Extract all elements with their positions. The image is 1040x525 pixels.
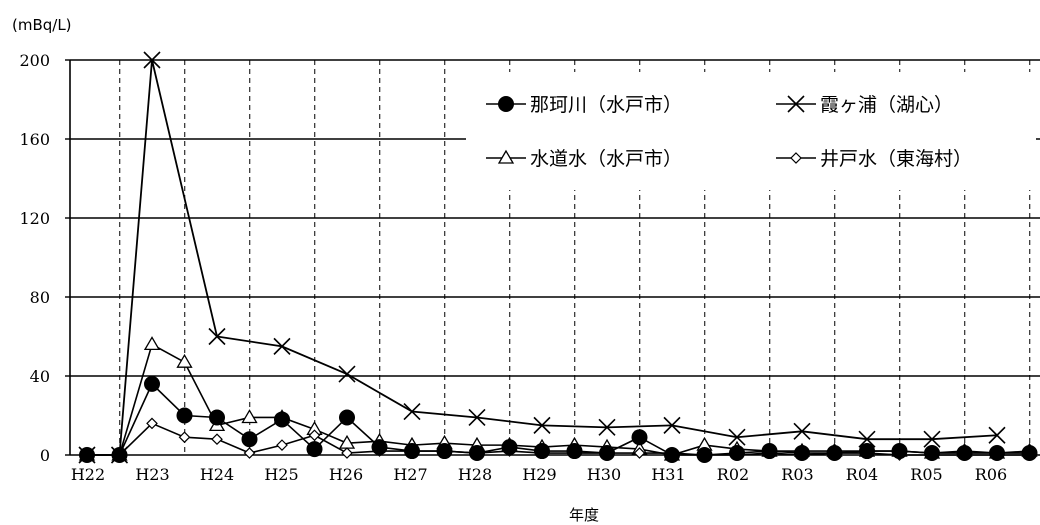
data-point	[436, 443, 453, 460]
x-tick-label: H27	[393, 465, 427, 484]
data-point	[79, 447, 95, 463]
data-point	[599, 445, 615, 462]
data-point	[146, 417, 158, 430]
x-tick-label: H29	[522, 465, 556, 484]
data-point	[338, 365, 356, 383]
data-point	[663, 416, 681, 434]
axes	[69, 60, 1040, 456]
legend-item: 那珂川（水戸市）	[486, 94, 682, 116]
legend-marker	[790, 152, 802, 164]
y-tick-label: 80	[30, 288, 50, 307]
data-point	[924, 445, 940, 462]
data-point	[534, 443, 550, 460]
data-point	[664, 447, 680, 463]
tick-labels: 0 40 80 120 160 200 H22 H23 H24 H25 H26 H27 H28 H29 H3…	[19, 51, 1007, 484]
x-tick-label: R05	[910, 465, 942, 484]
data-point	[989, 445, 1005, 462]
x-tick-label: H30	[587, 465, 621, 484]
x-tick-label: H22	[71, 465, 105, 484]
x-tick-label: R04	[846, 465, 878, 484]
data-point	[633, 447, 646, 459]
data-point	[728, 428, 746, 446]
y-axis-title: (mBq/L)	[12, 16, 72, 34]
legend-label: 井戸水（東海村）	[820, 148, 972, 170]
data-point	[274, 411, 290, 428]
data-point	[111, 447, 128, 463]
data-point	[144, 375, 160, 392]
data-point	[598, 418, 616, 436]
data-point	[241, 431, 258, 448]
data-point	[566, 443, 583, 460]
y-tick-label: 200	[19, 51, 50, 70]
data-point	[341, 447, 353, 459]
data-point	[243, 447, 256, 459]
data-point	[208, 327, 226, 346]
legend-marker	[787, 95, 805, 113]
data-point	[241, 409, 258, 424]
data-point	[404, 443, 420, 460]
data-point	[308, 429, 321, 442]
data-point	[403, 402, 421, 421]
legend-label: 霞ヶ浦（湖心）	[820, 94, 953, 116]
data-point	[469, 445, 485, 462]
data-point	[273, 337, 291, 355]
data-point	[178, 431, 191, 444]
data-point	[176, 353, 193, 368]
data-point	[794, 445, 810, 462]
x-tick-label: H25	[264, 465, 298, 484]
data-point	[468, 408, 486, 427]
legend-label: 那珂川（水戸市）	[530, 94, 682, 116]
legend-item: 霞ヶ浦（湖心）	[776, 94, 953, 116]
y-tick-label: 0	[40, 446, 50, 465]
data-point	[696, 447, 713, 463]
data-point	[956, 445, 973, 462]
data-point	[631, 429, 648, 446]
x-tick-label: H31	[651, 465, 685, 484]
data-point	[306, 441, 323, 458]
x-tick-label: H28	[458, 465, 492, 484]
x-tick-label: R06	[975, 465, 1007, 484]
legend-item: 井戸水（東海村）	[776, 148, 972, 170]
series-layer	[78, 51, 1038, 464]
series-2	[78, 51, 1006, 464]
legend: 那珂川（水戸市） 霞ヶ浦（湖心） 水道水（水戸市） 井戸水（東海村）	[466, 72, 1036, 190]
legend-item: 水道水（水戸市）	[486, 148, 682, 170]
data-point	[339, 409, 355, 426]
data-point	[1021, 445, 1038, 462]
x-axis-title: 年度	[569, 506, 599, 524]
data-point	[143, 51, 161, 69]
data-point	[176, 407, 193, 424]
data-point	[371, 439, 388, 456]
legend-marker	[497, 149, 515, 164]
data-point	[891, 443, 908, 460]
data-point	[826, 445, 843, 462]
data-point	[211, 433, 223, 446]
series-line	[87, 59, 998, 456]
data-point	[729, 445, 745, 462]
legend-background	[466, 72, 1036, 190]
data-point	[209, 409, 225, 426]
data-point	[858, 430, 876, 448]
legend-marker	[498, 96, 514, 112]
data-point	[276, 439, 288, 451]
y-tick-label: 160	[19, 130, 50, 149]
y-tick-label: 120	[19, 209, 50, 228]
data-point	[859, 443, 875, 460]
x-tick-label: H26	[329, 465, 363, 484]
x-tick-label: R03	[781, 465, 813, 484]
x-tick-label: H23	[135, 465, 169, 484]
data-point	[793, 422, 811, 440]
x-tick-label: R02	[717, 465, 749, 484]
data-point	[923, 430, 941, 448]
legend-label: 水道水（水戸市）	[530, 148, 682, 170]
series-1	[79, 375, 1038, 463]
data-point	[761, 443, 778, 460]
data-point	[988, 426, 1006, 444]
data-point	[533, 416, 551, 434]
x-tick-label: H24	[200, 465, 234, 484]
data-point	[501, 439, 518, 456]
data-point	[143, 336, 161, 351]
y-tick-label: 40	[30, 367, 50, 386]
